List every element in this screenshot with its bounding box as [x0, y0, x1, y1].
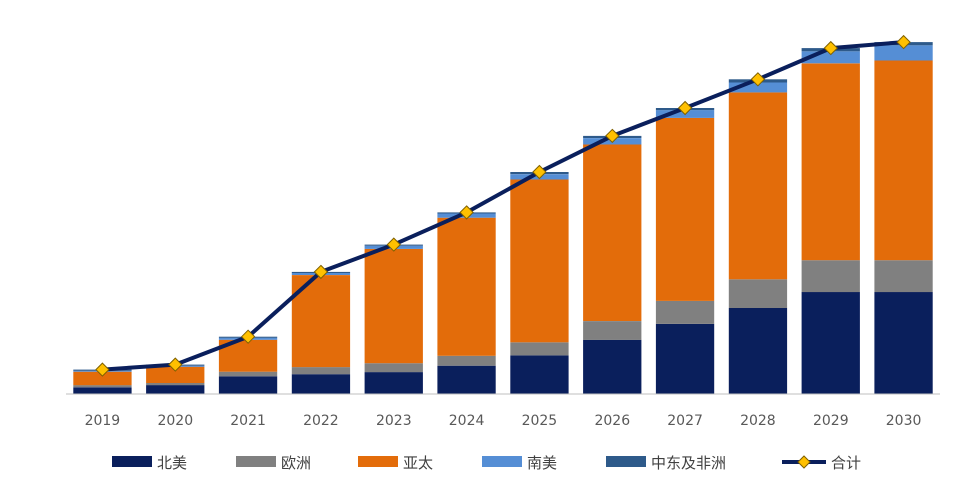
bar-2024-series-1	[437, 355, 496, 366]
total-marker-2029	[823, 40, 839, 56]
legend-swatch-4	[606, 456, 646, 467]
bar-2022-series-1	[291, 367, 351, 375]
bar-2028-series-0	[728, 308, 788, 394]
bar-2026-series-0	[583, 339, 642, 394]
bar-2023-series-2	[364, 248, 423, 364]
legend-swatch-3	[482, 456, 522, 467]
total-line	[102, 40, 904, 372]
bar-2028-series-2	[728, 92, 788, 280]
total-marker-2019	[95, 362, 110, 377]
bar-2021-series-0	[218, 376, 278, 394]
bar-2025-series-1	[510, 342, 569, 356]
x-tick-label-2026: 2026	[594, 413, 630, 429]
total-line-layer	[95, 34, 911, 377]
x-tick-label-2021: 2021	[230, 413, 266, 429]
legend-label-2: 亚太	[403, 454, 433, 472]
total-marker-2030	[896, 34, 911, 50]
total-marker-2028	[750, 72, 766, 87]
x-tick-label-2022: 2022	[303, 413, 339, 429]
total-marker-2026	[605, 128, 620, 144]
total-marker-2027	[677, 100, 693, 116]
bar-2026-series-2	[583, 144, 642, 321]
legend-swatch-total-marker	[797, 455, 811, 469]
bar-2028-series-3	[728, 82, 788, 93]
bar-2020-series-1	[146, 383, 205, 386]
x-tick-label-2023: 2023	[376, 413, 412, 429]
bar-2019-series-1	[73, 385, 132, 388]
bar-2020-series-0	[146, 385, 205, 394]
bar-2029-series-1	[801, 260, 860, 293]
total-marker-2024	[459, 205, 474, 220]
legend-label-total: 合计	[831, 454, 861, 472]
bar-2027-series-2	[655, 117, 715, 301]
x-tick-label-2028: 2028	[740, 413, 776, 429]
bar-2029-series-0	[801, 292, 860, 394]
bars-layer	[73, 42, 933, 394]
bar-2020-series-2	[146, 366, 205, 383]
legend-label-3: 南美	[527, 454, 557, 472]
x-tick-label-2025: 2025	[522, 413, 558, 429]
legend-label-4: 中东及非洲	[651, 454, 726, 472]
bar-2030-series-3	[874, 45, 933, 61]
bar-2030-series-2	[874, 60, 933, 261]
bar-2029-series-2	[801, 63, 860, 261]
bar-2024-series-0	[437, 365, 496, 394]
total-marker-2025	[532, 164, 547, 180]
bar-2027-series-0	[655, 323, 715, 394]
bar-2030-series-0	[874, 292, 933, 394]
legend: 北美 欧洲 亚太 南美 中东及非洲 合计	[112, 454, 861, 472]
bar-2019-series-2	[73, 371, 132, 386]
bar-2027-series-1	[655, 300, 715, 324]
total-marker-2021	[240, 329, 256, 344]
x-tick-label-2019: 2019	[85, 413, 121, 429]
x-tick-label-2029: 2029	[813, 413, 849, 429]
bar-2023-series-0	[364, 372, 423, 394]
legend-label-1: 欧洲	[281, 454, 311, 472]
bar-2024-series-2	[437, 217, 496, 356]
x-tick-label-2024: 2024	[449, 413, 485, 429]
x-tick-label-2027: 2027	[667, 413, 703, 429]
bar-2021-series-1	[218, 371, 278, 377]
bar-2026-series-1	[583, 321, 642, 340]
total-marker-2022	[313, 264, 329, 280]
bar-2025-series-0	[510, 355, 569, 394]
bar-2019-series-0	[73, 387, 132, 394]
bar-2023-series-1	[364, 363, 423, 373]
legend-swatch-0	[112, 456, 152, 467]
legend-swatch-2	[358, 456, 398, 467]
legend-label-0: 北美	[157, 454, 187, 472]
total-marker-2023	[386, 237, 402, 252]
legend-swatch-1	[236, 456, 276, 467]
total-marker-2020	[168, 357, 183, 372]
bar-2028-series-1	[728, 279, 788, 308]
x-tick-label-2020: 2020	[157, 413, 193, 429]
bar-2025-series-2	[510, 179, 569, 343]
bar-2022-series-0	[291, 374, 351, 394]
x-tick-labels: 2019 2020 2021 2022 2023 2024 2025 2026 2027 2028…	[85, 413, 922, 429]
bar-2030-series-1	[874, 260, 933, 293]
x-tick-label-2030: 2030	[886, 413, 922, 429]
